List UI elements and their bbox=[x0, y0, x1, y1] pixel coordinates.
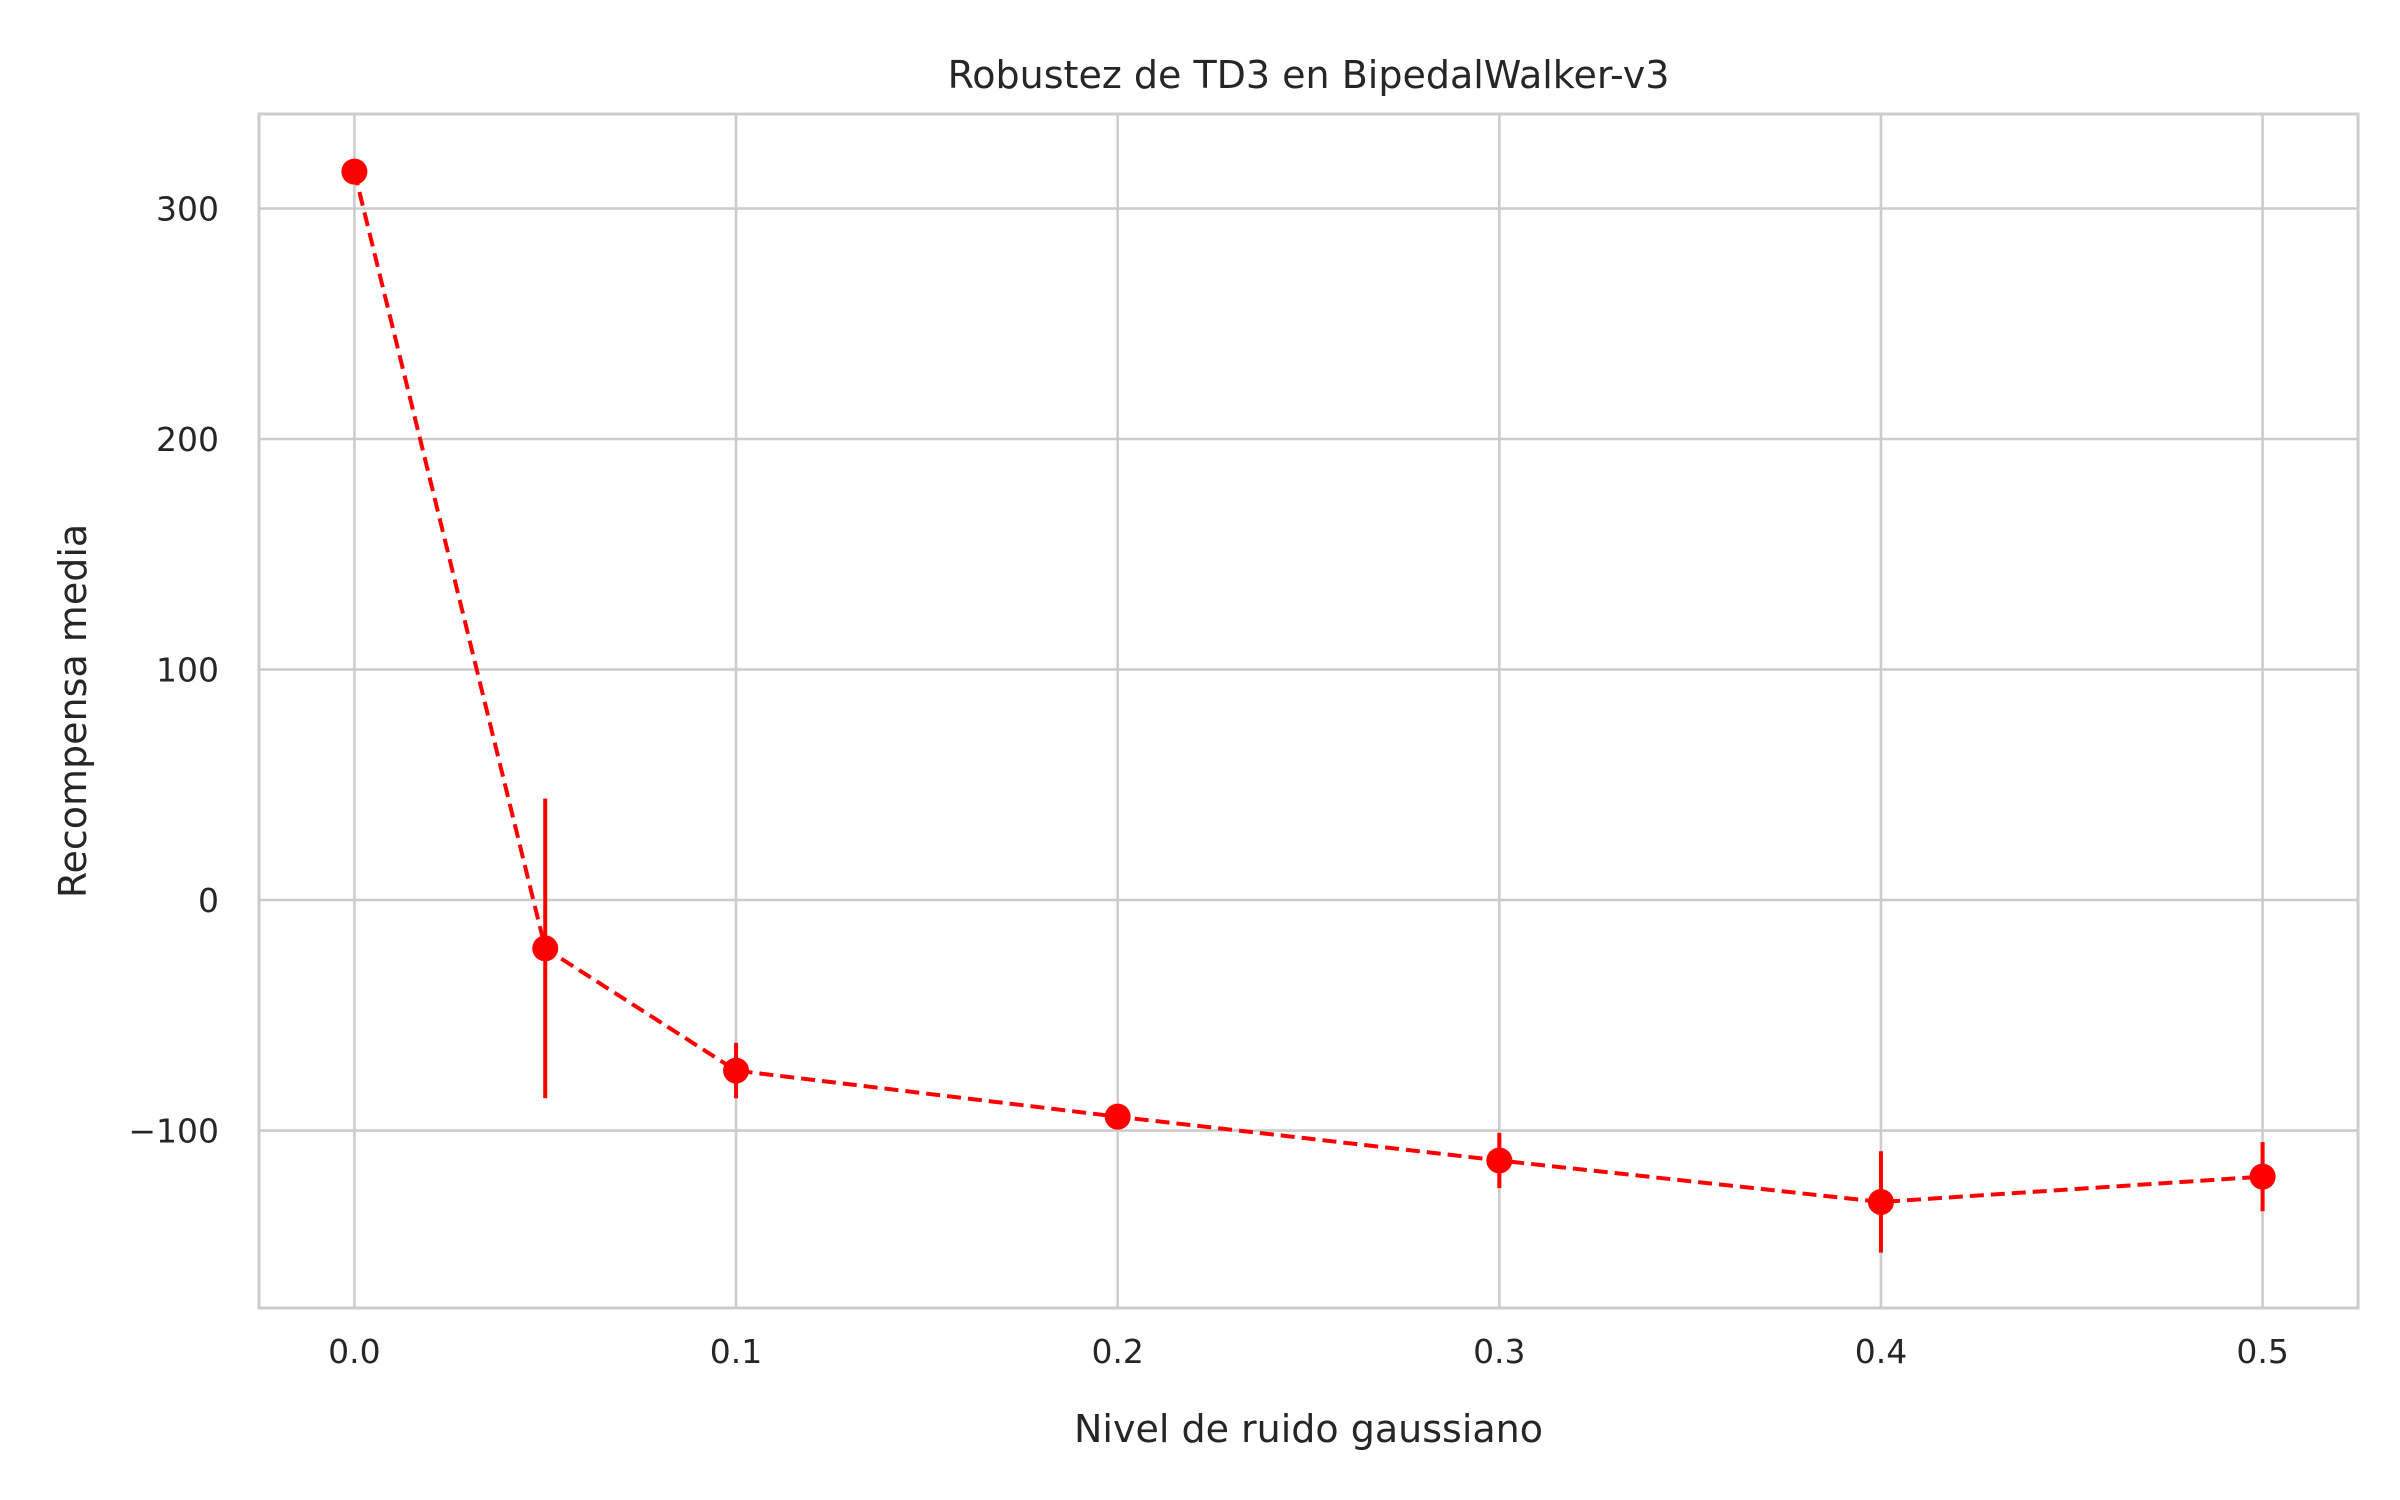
plot-frame bbox=[257, 112, 2360, 1310]
data-point bbox=[532, 935, 559, 962]
data-point bbox=[1486, 1147, 1513, 1174]
data-point bbox=[1104, 1103, 1131, 1130]
data-point bbox=[723, 1057, 750, 1084]
x-tick-label: 0.4 bbox=[1855, 1332, 1907, 1371]
y-tick-label: −100 bbox=[128, 1112, 219, 1151]
data-layer bbox=[341, 158, 2276, 1253]
x-tick-label: 0.0 bbox=[328, 1332, 380, 1371]
y-tick-label: 300 bbox=[156, 190, 219, 229]
data-point bbox=[341, 158, 368, 185]
data-point bbox=[1867, 1188, 1894, 1215]
chart-title: Robustez de TD3 en BipedalWalker-v3 bbox=[948, 53, 1670, 97]
x-tick-label: 0.2 bbox=[1091, 1332, 1143, 1371]
x-tick-label: 0.1 bbox=[710, 1332, 762, 1371]
y-tick-label: 200 bbox=[156, 420, 219, 459]
data-point bbox=[2249, 1163, 2276, 1190]
y-axis-label: Recompensa media bbox=[51, 524, 95, 898]
x-tick-label: 0.5 bbox=[2236, 1332, 2288, 1371]
y-tick-label: 100 bbox=[156, 651, 219, 690]
x-axis-label: Nivel de ruido gaussiano bbox=[1074, 1407, 1543, 1451]
y-tick-label: 0 bbox=[198, 881, 219, 920]
labels: Robustez de TD3 en BipedalWalker-v3 Nive… bbox=[51, 53, 2289, 1451]
x-tick-label: 0.3 bbox=[1473, 1332, 1525, 1371]
grid bbox=[259, 114, 2358, 1308]
